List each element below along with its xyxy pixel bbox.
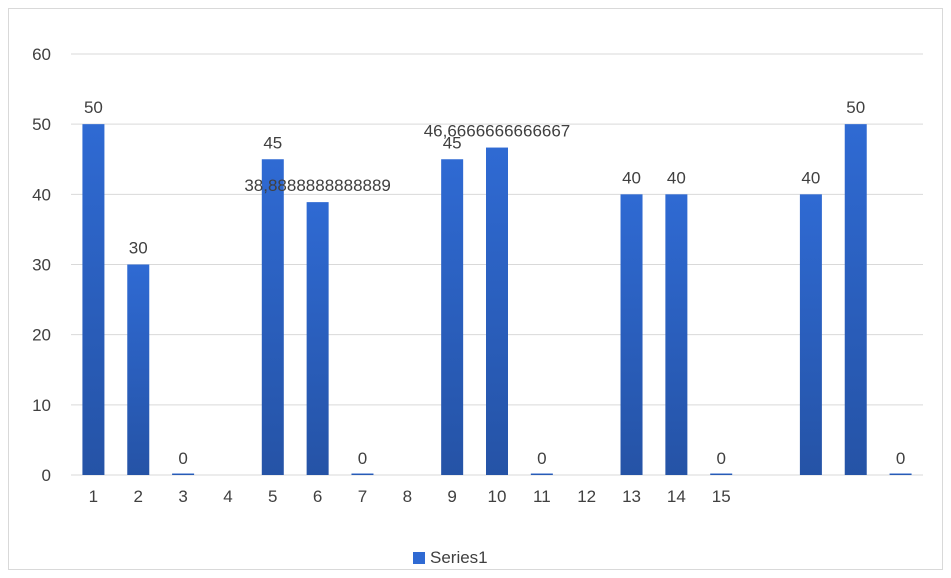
data-label: 0	[358, 449, 367, 468]
data-label: 30	[129, 239, 148, 258]
y-tick-label: 60	[32, 45, 51, 64]
x-tick-label: 11	[533, 487, 551, 506]
legend: Series1	[413, 548, 488, 567]
x-tick-label: 14	[667, 487, 686, 506]
x-tick-label: 6	[313, 487, 322, 506]
x-tick-label: 8	[403, 487, 412, 506]
bar	[127, 264, 150, 475]
y-tick-label: 40	[32, 185, 51, 204]
bar	[351, 473, 374, 475]
bar	[665, 194, 688, 476]
y-tick-label: 30	[32, 256, 51, 275]
x-tick-label: 3	[178, 487, 187, 506]
data-label: 50	[84, 98, 103, 117]
data-label: 50	[846, 98, 865, 117]
data-label: 0	[716, 449, 725, 468]
y-tick-label: 10	[32, 396, 51, 415]
bar	[889, 473, 912, 475]
legend-label: Series1	[430, 548, 488, 567]
bar	[172, 473, 195, 475]
bar	[441, 159, 464, 475]
bar	[261, 159, 284, 475]
data-label: 40	[667, 168, 686, 187]
x-tick-label: 15	[712, 487, 731, 506]
x-tick-label: 7	[358, 487, 367, 506]
bar	[486, 147, 508, 476]
data-label: 40	[801, 168, 820, 187]
y-tick-label: 0	[42, 466, 51, 485]
bar	[799, 194, 822, 476]
bar	[844, 124, 867, 476]
y-tick-label: 50	[32, 115, 51, 134]
x-tick-label: 12	[577, 487, 596, 506]
data-label: 0	[896, 449, 905, 468]
bar	[82, 124, 105, 476]
x-tick-label: 2	[134, 487, 143, 506]
data-labels: 503004538,888888888888904546,66666666666…	[84, 98, 905, 468]
x-tick-label: 13	[622, 487, 641, 506]
data-label: 0	[178, 449, 187, 468]
data-label: 45	[263, 133, 282, 152]
data-label: 46,6666666666667	[424, 122, 571, 141]
x-tick-label: 9	[447, 487, 456, 506]
chart-frame: 0 10 20 30 40 50 60 50 30 0 45 38,8888888888889 0 45…	[8, 8, 943, 570]
y-tick-label: 20	[32, 326, 51, 345]
y-axis-tick-labels: 0 10 20 30 40 50 60	[32, 45, 51, 485]
bar	[620, 194, 643, 476]
bar	[306, 202, 329, 475]
bar	[710, 473, 733, 475]
x-tick-label: 4	[223, 487, 232, 506]
bars	[82, 124, 912, 476]
data-label: 0	[537, 449, 546, 468]
legend-swatch	[413, 552, 425, 564]
x-tick-label: 5	[268, 487, 277, 506]
bar	[530, 473, 553, 475]
x-axis-tick-labels: 1 2 3 4 5 6 7 8 9 10 11 12 13 14 15	[89, 487, 731, 506]
data-label: 38,8888888888889	[244, 176, 391, 195]
data-label: 40	[622, 168, 641, 187]
data-label: 45	[443, 133, 462, 152]
x-tick-label: 10	[488, 487, 507, 506]
x-tick-label: 1	[89, 487, 98, 506]
